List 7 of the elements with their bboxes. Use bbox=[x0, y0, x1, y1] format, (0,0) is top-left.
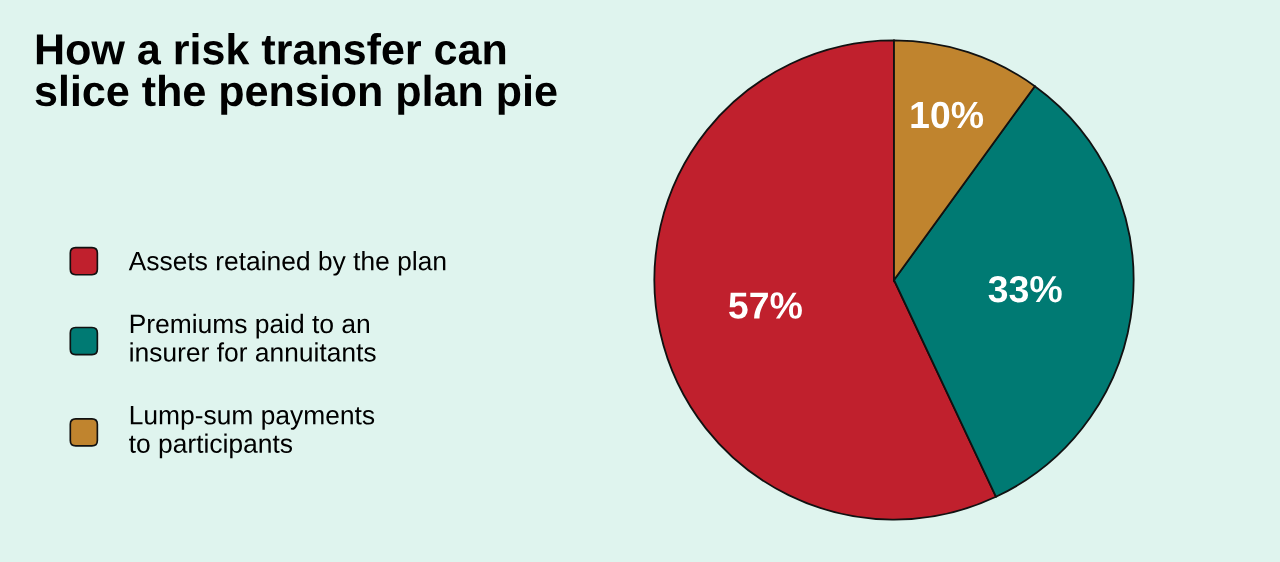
chart-title: How a risk transfer can slice the pension plan pie bbox=[35, 33, 557, 115]
legend-label: Lump-sum payments to participants bbox=[129, 406, 375, 459]
legend-label: Assets retained by the plan bbox=[128, 251, 446, 276]
data-label: 57% bbox=[729, 292, 802, 319]
data-label: 10% bbox=[911, 101, 984, 129]
legend-label: Premiums paid to an insurer for annuitants bbox=[130, 313, 376, 362]
data-label: 33% bbox=[988, 275, 1062, 303]
